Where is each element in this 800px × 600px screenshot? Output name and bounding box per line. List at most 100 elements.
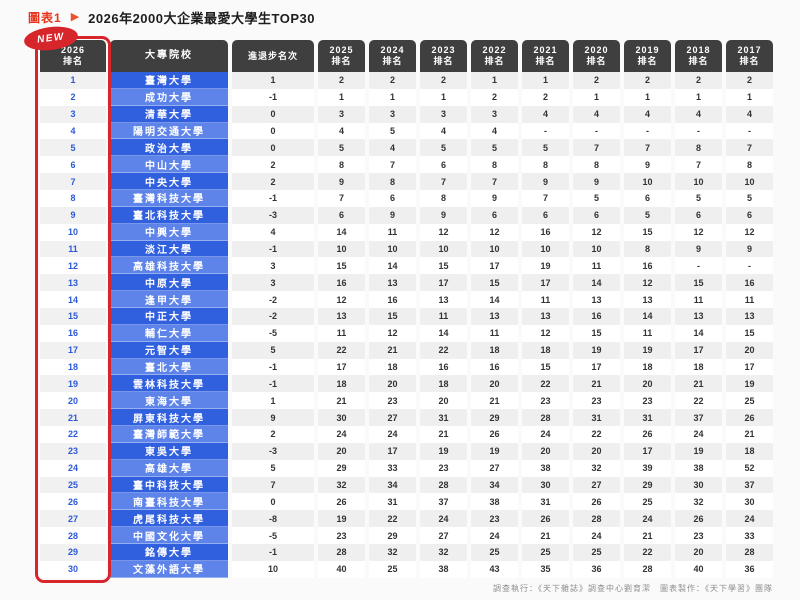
year-2020-cell: 4 <box>573 105 620 123</box>
year-2017-cell: 2 <box>726 72 773 89</box>
school-name: 中原大學 <box>110 274 228 292</box>
year-2024-cell: 17 <box>369 442 416 460</box>
year-2019-cell: 15 <box>624 223 671 241</box>
year-2023-cell: 16 <box>420 358 467 376</box>
year-2018-cell: 32 <box>675 493 722 511</box>
rank-cell: 24 <box>40 459 106 477</box>
rank-cell: 16 <box>40 324 106 342</box>
year-2019-cell: 18 <box>624 358 671 376</box>
col-header-rank-2019: 2019 排名 <box>624 40 671 72</box>
change-cell: 3 <box>232 274 314 292</box>
year-2024-cell: 31 <box>369 493 416 511</box>
year-2023-cell: 27 <box>420 527 467 545</box>
year-2018-cell: - <box>675 257 722 275</box>
year-2021-cell: 8 <box>522 156 569 174</box>
col-header-rank-2022: 2022 排名 <box>471 40 518 72</box>
year-2023-cell: 18 <box>420 375 467 393</box>
year-2017-cell: 1 <box>726 88 773 106</box>
col-header-line: 2026 <box>60 45 86 56</box>
year-2017-cell: 28 <box>726 544 773 561</box>
change-cell: 0 <box>232 493 314 511</box>
year-2018-cell: 1 <box>675 88 722 106</box>
year-2019-cell: 26 <box>624 426 671 443</box>
year-2017-cell: 20 <box>726 341 773 359</box>
year-2025-cell: 40 <box>318 560 365 578</box>
rank-cell: 5 <box>40 139 106 157</box>
year-2020-cell: 5 <box>573 190 620 207</box>
year-2025-cell: 18 <box>318 375 365 393</box>
year-2024-cell: 23 <box>369 392 416 410</box>
col-header-line: 2022 <box>482 45 507 56</box>
change-cell: -1 <box>232 375 314 393</box>
year-2017-cell: 11 <box>726 291 773 309</box>
year-2020-cell: 27 <box>573 476 620 494</box>
change-cell: 3 <box>232 257 314 275</box>
year-2023-cell: 24 <box>420 510 467 528</box>
year-2017-cell: - <box>726 257 773 275</box>
school-name: 政治大學 <box>110 139 228 157</box>
year-2021-cell: 23 <box>522 392 569 410</box>
year-2019-cell: 14 <box>624 308 671 325</box>
col-header-rank-2020: 2020 排名 <box>573 40 620 72</box>
col-header-rank-2026: 2026 排名 <box>40 40 106 72</box>
school-name: 雲林科技大學 <box>110 375 228 393</box>
col-header-line: 排名 <box>484 56 505 66</box>
year-2021-cell: 1 <box>522 72 569 89</box>
col-header-rank-2023: 2023 排名 <box>420 40 467 72</box>
year-2019-cell: 28 <box>624 560 671 578</box>
year-2025-cell: 6 <box>318 206 365 224</box>
change-cell: 7 <box>232 476 314 494</box>
year-2021-cell: 38 <box>522 459 569 477</box>
year-2018-cell: 7 <box>675 156 722 174</box>
year-2022-cell: 12 <box>471 223 518 241</box>
change-cell: 0 <box>232 122 314 140</box>
year-2024-cell: 12 <box>369 324 416 342</box>
year-2022-cell: 11 <box>471 324 518 342</box>
year-2020-cell: 36 <box>573 560 620 578</box>
year-2024-cell: 10 <box>369 240 416 258</box>
year-2022-cell: 5 <box>471 139 518 157</box>
rank-cell: 23 <box>40 442 106 460</box>
year-2020-cell: 25 <box>573 544 620 561</box>
year-2019-cell: 2 <box>624 72 671 89</box>
school-name: 臺灣師範大學 <box>110 426 228 443</box>
year-2019-cell: 7 <box>624 139 671 157</box>
change-cell: 2 <box>232 426 314 443</box>
year-2022-cell: 8 <box>471 156 518 174</box>
change-cell: -8 <box>232 510 314 528</box>
year-2021-cell: 11 <box>522 291 569 309</box>
year-2023-cell: 5 <box>420 139 467 157</box>
year-2022-cell: 7 <box>471 173 518 191</box>
col-header-line: 大專院校 <box>145 50 193 61</box>
year-2024-cell: 16 <box>369 291 416 309</box>
year-2017-cell: 30 <box>726 493 773 511</box>
year-2018-cell: 18 <box>675 358 722 376</box>
school-name: 臺中科技大學 <box>110 476 228 494</box>
school-name: 文藻外語大學 <box>110 560 228 578</box>
year-2022-cell: 26 <box>471 426 518 443</box>
year-2017-cell: 26 <box>726 409 773 427</box>
change-cell: 9 <box>232 409 314 427</box>
change-cell: -5 <box>232 527 314 545</box>
year-2025-cell: 16 <box>318 274 365 292</box>
rank-cell: 4 <box>40 122 106 140</box>
year-2021-cell: 26 <box>522 510 569 528</box>
year-2020-cell: 16 <box>573 308 620 325</box>
year-2019-cell: 8 <box>624 240 671 258</box>
year-2019-cell: 12 <box>624 274 671 292</box>
year-2018-cell: 38 <box>675 459 722 477</box>
year-2022-cell: 24 <box>471 527 518 545</box>
year-2023-cell: 2 <box>420 72 467 89</box>
year-2019-cell: 13 <box>624 291 671 309</box>
year-2019-cell: 17 <box>624 442 671 460</box>
year-2017-cell: 10 <box>726 173 773 191</box>
year-2024-cell: 20 <box>369 375 416 393</box>
year-2017-cell: 52 <box>726 459 773 477</box>
year-2023-cell: 38 <box>420 560 467 578</box>
year-2021-cell: 10 <box>522 240 569 258</box>
year-2023-cell: 1 <box>420 88 467 106</box>
change-cell: -2 <box>232 308 314 325</box>
year-2018-cell: 4 <box>675 105 722 123</box>
rank-cell: 6 <box>40 156 106 174</box>
year-2017-cell: 7 <box>726 139 773 157</box>
